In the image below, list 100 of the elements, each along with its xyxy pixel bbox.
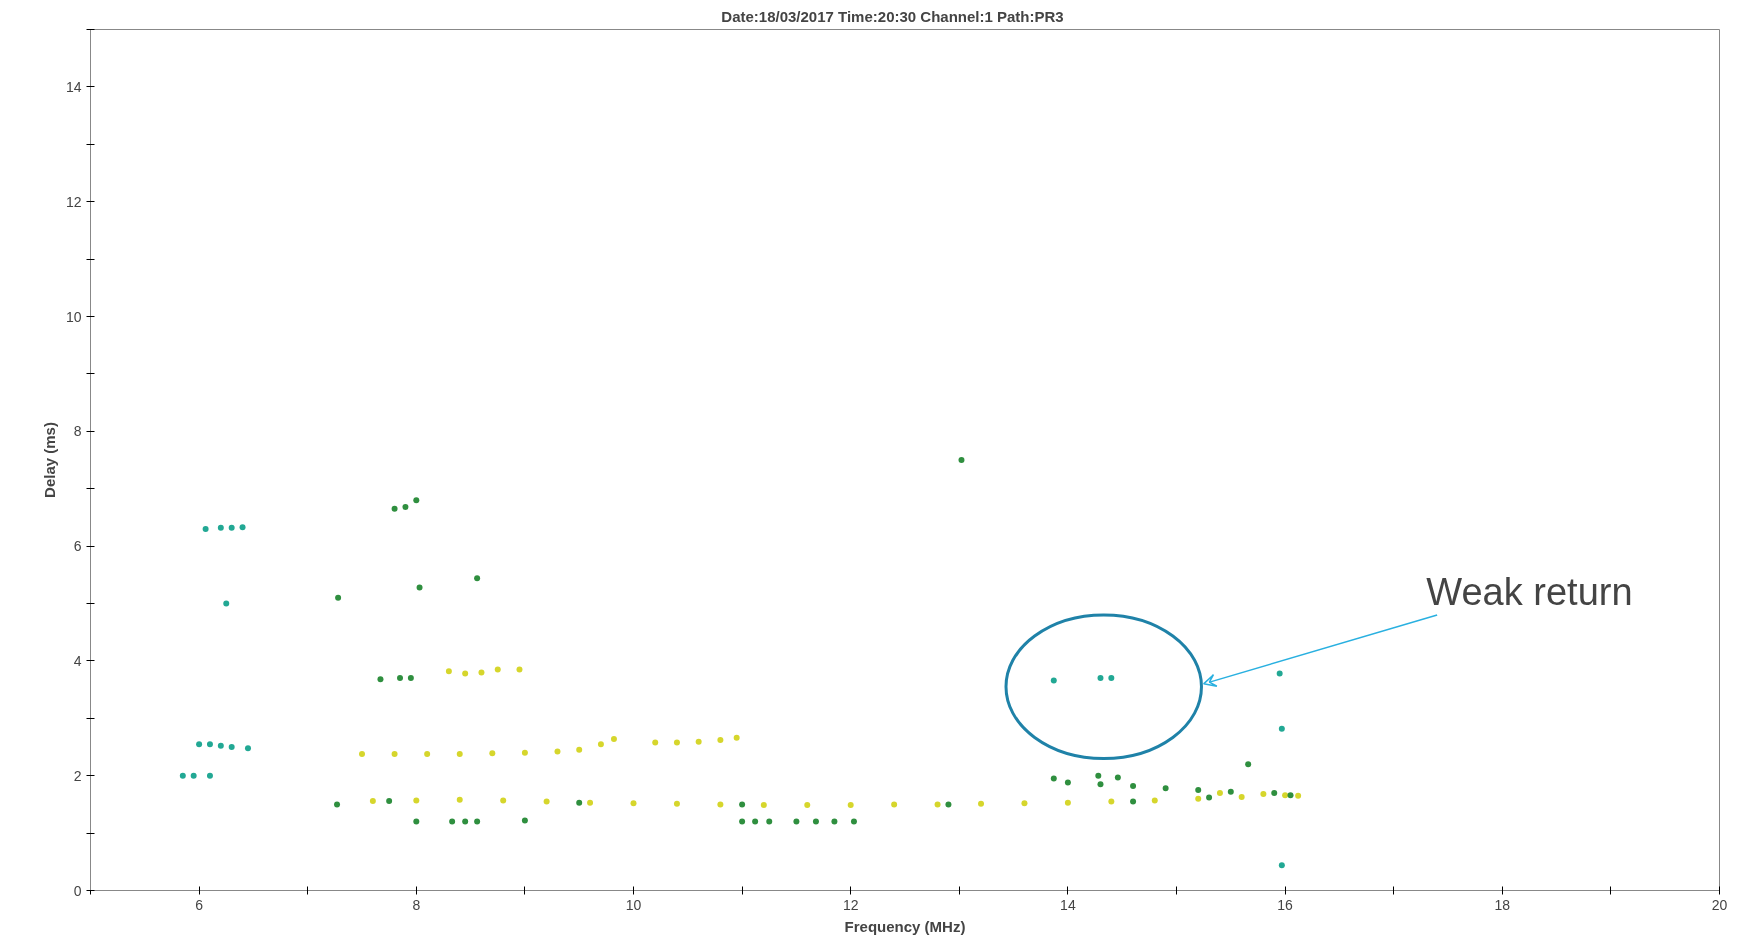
point <box>1064 779 1071 786</box>
point <box>377 676 384 683</box>
point <box>521 817 528 824</box>
x-tick-label: 10 <box>625 896 642 913</box>
point <box>445 668 452 675</box>
point <box>695 738 702 745</box>
point <box>449 818 456 825</box>
point <box>179 772 186 779</box>
point <box>474 575 481 582</box>
point <box>228 524 235 531</box>
point <box>202 525 209 532</box>
point <box>733 734 740 741</box>
point <box>1162 785 1169 792</box>
point <box>1227 788 1234 795</box>
point <box>958 457 965 463</box>
point <box>334 801 341 808</box>
point <box>752 818 759 825</box>
point <box>462 818 469 825</box>
point <box>217 742 224 749</box>
point <box>462 670 469 677</box>
point <box>456 750 463 757</box>
point <box>978 800 985 807</box>
point <box>1295 792 1302 799</box>
point <box>793 818 800 825</box>
point <box>1271 789 1278 796</box>
point <box>1276 670 1283 677</box>
point <box>239 524 246 531</box>
x-tick-label: 16 <box>1277 896 1294 913</box>
point <box>934 801 941 808</box>
point <box>1195 787 1202 794</box>
point <box>1108 798 1115 805</box>
point <box>945 801 952 808</box>
y-tick-label: 10 <box>65 308 82 325</box>
point <box>369 797 376 804</box>
point <box>1245 761 1252 768</box>
y-tick-label: 6 <box>73 538 82 555</box>
point <box>1282 792 1289 799</box>
x-tick-label: 20 <box>1711 896 1728 913</box>
point <box>391 505 398 512</box>
point <box>1278 862 1285 869</box>
point <box>891 801 898 808</box>
y-tick-label: 8 <box>73 423 82 440</box>
x-tick-label: 8 <box>412 896 421 913</box>
point <box>1050 775 1057 782</box>
point <box>1151 797 1158 804</box>
point <box>587 799 594 806</box>
point <box>1238 793 1245 800</box>
x-tick-label: 6 <box>195 896 204 913</box>
point <box>739 818 746 825</box>
x-tick-label: 14 <box>1060 896 1076 913</box>
point <box>1195 795 1202 802</box>
point <box>206 772 213 779</box>
point <box>717 737 724 744</box>
point <box>804 801 811 808</box>
y-tick-label: 2 <box>73 767 82 784</box>
point <box>1278 725 1285 732</box>
point <box>413 497 420 504</box>
point <box>1206 794 1213 801</box>
point <box>847 801 854 808</box>
point <box>424 750 431 757</box>
point <box>1050 677 1057 684</box>
point <box>610 735 617 742</box>
x-tick-label: 18 <box>1494 896 1511 913</box>
point <box>739 801 746 808</box>
point <box>760 801 767 808</box>
point <box>1114 774 1121 781</box>
y-tick-label: 14 <box>65 78 82 95</box>
point <box>1097 781 1104 788</box>
point <box>500 797 507 804</box>
point <box>359 750 365 757</box>
point <box>652 739 659 746</box>
point <box>386 797 393 804</box>
point <box>217 524 224 531</box>
point <box>1021 800 1028 807</box>
point <box>494 666 501 673</box>
x-axis-title: Frequency (MHz) <box>844 917 966 935</box>
point <box>673 739 680 746</box>
point <box>766 818 773 825</box>
point <box>1260 791 1267 798</box>
point <box>391 750 398 757</box>
point <box>228 744 235 750</box>
point <box>489 750 496 757</box>
point <box>196 741 203 748</box>
point <box>554 748 561 755</box>
point <box>812 818 819 825</box>
point <box>474 818 481 825</box>
y-tick-label: 4 <box>73 652 82 669</box>
x-tick-label: 12 <box>842 896 859 913</box>
y-axis-title: Delay (ms) <box>40 422 58 498</box>
point <box>206 741 213 748</box>
y-tick-label: 0 <box>73 882 82 899</box>
point <box>223 600 230 607</box>
point <box>190 772 197 779</box>
point <box>402 504 409 511</box>
point <box>244 745 251 752</box>
point <box>407 675 414 682</box>
point <box>1064 799 1071 806</box>
point <box>576 746 583 753</box>
point <box>1216 789 1223 796</box>
point <box>831 818 838 825</box>
